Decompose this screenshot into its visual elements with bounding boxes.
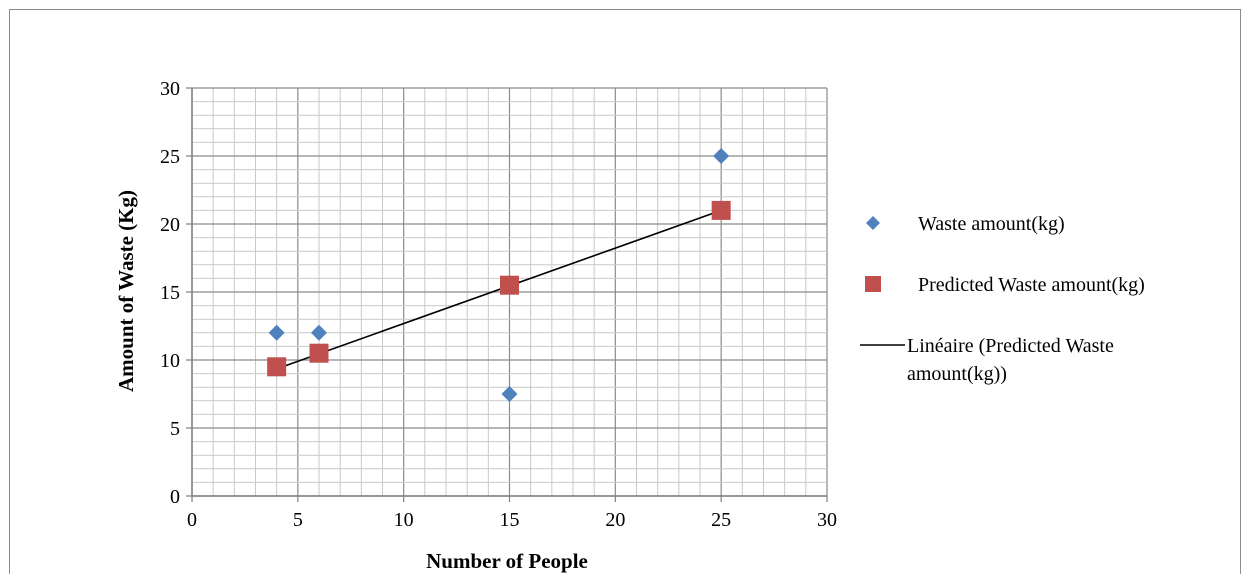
y-tick-label: 5: [170, 418, 180, 440]
data-point-predicted: [500, 275, 519, 295]
data-point-waste: [311, 324, 327, 341]
legend-label: Predicted Waste amount(kg): [918, 274, 1145, 296]
legend-marker-square: [865, 276, 881, 292]
legend-label: Linéaire (Predicted Waste amount(kg)): [907, 335, 1114, 385]
data-points: [267, 148, 731, 402]
x-tick-label: 5: [293, 509, 303, 531]
x-tick-label: 25: [711, 509, 731, 531]
legend-label: Waste amount(kg): [918, 213, 1065, 235]
y-tick-label: 25: [160, 146, 180, 168]
axes: [186, 87, 828, 502]
legend-label-line: Linéaire (Predicted Waste: [907, 335, 1114, 357]
x-tick-label: 30: [817, 509, 837, 531]
x-tick-label: 20: [605, 509, 625, 531]
data-point-waste: [501, 386, 518, 402]
x-tick-label: 0: [187, 509, 197, 531]
legend-label-line: amount(kg)): [907, 363, 1007, 385]
y-axis-title: Amount of Waste (Kg): [114, 190, 138, 392]
data-point-waste: [713, 148, 730, 164]
trendline: [276, 209, 722, 370]
legend: Waste amount(kg) Predicted Waste amount(k…: [860, 213, 1145, 385]
x-tick-label: 10: [394, 509, 414, 531]
x-tick-label: 15: [500, 509, 520, 531]
y-tick-label: 20: [160, 214, 180, 236]
data-point-predicted: [267, 357, 287, 377]
grid: [191, 87, 828, 497]
y-tick-label: 30: [160, 78, 180, 100]
data-point-waste: [268, 324, 285, 341]
y-tick-label: 10: [160, 350, 180, 372]
trendline-line: [276, 209, 722, 370]
y-tick-label: 0: [170, 486, 180, 508]
legend-marker-diamond: [866, 216, 880, 230]
data-point-predicted: [711, 200, 731, 220]
tick-labels: 0 5 10 15 20 25 30 0 5 10 15 20 25 30: [160, 78, 837, 531]
y-tick-label: 15: [160, 282, 180, 304]
chart-border: [9, 9, 1241, 579]
data-point-predicted: [309, 343, 329, 363]
x-axis-title: Number of People: [426, 549, 588, 573]
